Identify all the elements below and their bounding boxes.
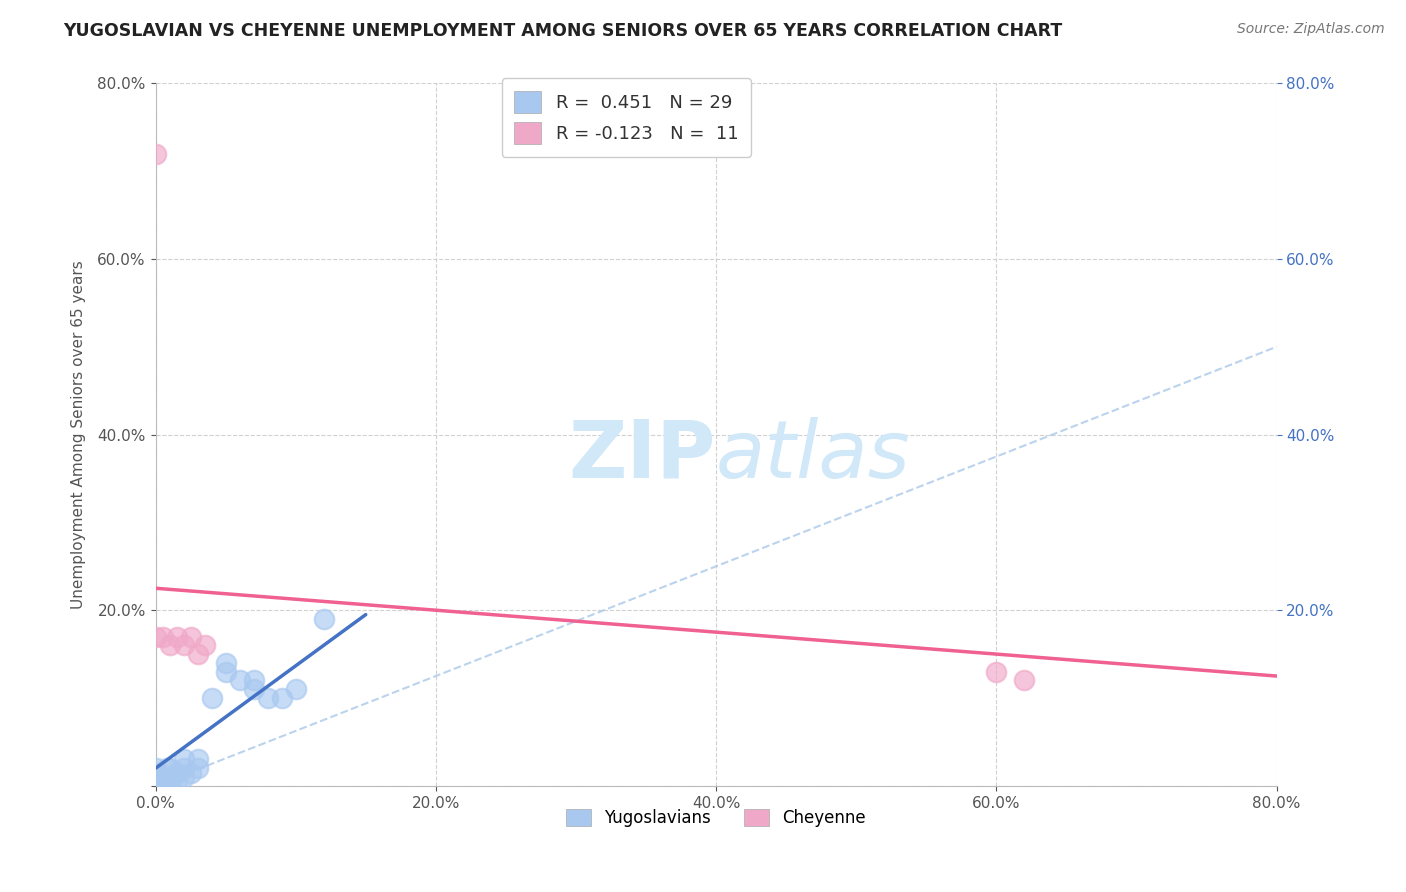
Point <box>180 765 202 780</box>
Point <box>145 774 167 789</box>
Point <box>159 761 181 775</box>
Point <box>214 656 236 670</box>
Point <box>180 630 202 644</box>
Legend: Yugoslavians, Cheyenne: Yugoslavians, Cheyenne <box>560 802 873 834</box>
Point <box>173 761 195 775</box>
Point <box>228 673 250 688</box>
Point <box>145 779 167 793</box>
Point <box>166 765 188 780</box>
Point <box>242 673 264 688</box>
Point <box>159 779 181 793</box>
Point <box>187 647 209 661</box>
Point <box>145 630 167 644</box>
Point <box>187 761 209 775</box>
Point <box>166 630 188 644</box>
Point <box>145 765 167 780</box>
Point <box>312 612 335 626</box>
Point <box>256 691 278 706</box>
Point <box>1014 673 1036 688</box>
Point <box>156 761 179 775</box>
Point <box>270 691 292 706</box>
Point <box>187 752 209 766</box>
Point <box>194 638 217 652</box>
Point <box>152 779 174 793</box>
Text: atlas: atlas <box>716 417 911 495</box>
Text: YUGOSLAVIAN VS CHEYENNE UNEMPLOYMENT AMONG SENIORS OVER 65 YEARS CORRELATION CHA: YUGOSLAVIAN VS CHEYENNE UNEMPLOYMENT AMO… <box>63 22 1063 40</box>
Point <box>152 630 174 644</box>
Y-axis label: Unemployment Among Seniors over 65 years: Unemployment Among Seniors over 65 years <box>72 260 86 609</box>
Point <box>166 774 188 789</box>
Point <box>159 770 181 784</box>
Point <box>173 752 195 766</box>
Point <box>173 770 195 784</box>
Point <box>159 638 181 652</box>
Point <box>145 770 167 784</box>
Point <box>145 146 167 161</box>
Point <box>986 665 1008 679</box>
Point <box>201 691 224 706</box>
Text: Source: ZipAtlas.com: Source: ZipAtlas.com <box>1237 22 1385 37</box>
Point <box>152 770 174 784</box>
Point <box>173 638 195 652</box>
Point <box>284 682 307 697</box>
Point <box>145 761 167 775</box>
Point <box>242 682 264 697</box>
Point <box>214 665 236 679</box>
Text: ZIP: ZIP <box>569 417 716 495</box>
